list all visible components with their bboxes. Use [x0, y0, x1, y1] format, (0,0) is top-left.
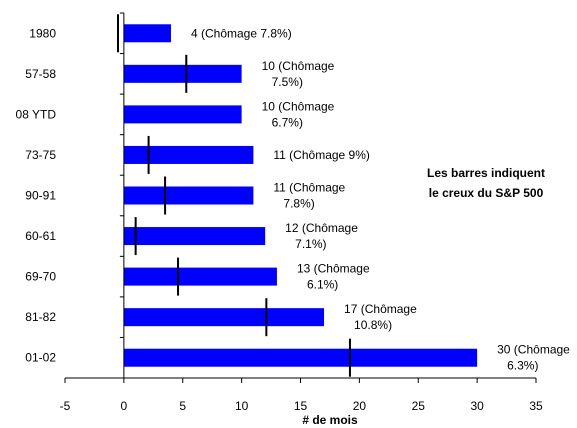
- bar-value-label: 11 (Chômage 9%): [273, 148, 370, 162]
- bar-value-label: 10 (Chômage: [262, 59, 335, 73]
- bar-value-label: 6.1%): [307, 278, 338, 292]
- x-tick-label: 5: [179, 399, 186, 413]
- bar-value-label: 7.8%): [283, 197, 314, 211]
- bar-value-label: 6.3%): [507, 359, 538, 373]
- bar-value-label: 11 (Chômage: [273, 181, 345, 195]
- bar-08 YTD: [123, 105, 242, 124]
- category-label: 08 YTD: [16, 107, 57, 121]
- category-label: 60-61: [25, 229, 56, 243]
- x-tick-label: 25: [412, 399, 426, 413]
- bar-value-label: 7.5%): [272, 75, 303, 89]
- x-axis-title: # de mois: [302, 413, 358, 427]
- category-label: 90-91: [25, 189, 56, 203]
- bar-value-label: 17 (Chômage: [344, 302, 417, 316]
- category-label: 57-58: [25, 67, 56, 81]
- bar-69-70: [123, 267, 277, 286]
- bar-01-02: [123, 348, 478, 367]
- plot-area: 1980 4 (Chômage 7.8%) 57-58 10 (Chômage 7.5%…: [16, 12, 570, 413]
- bar-value-label: 10 (Chômage: [262, 99, 335, 113]
- x-tick-label: 20: [353, 399, 367, 413]
- bar-60-61: [123, 227, 266, 246]
- bar-value-label: 30 (Chômage: [497, 343, 570, 357]
- bar-value-label: 13 (Chômage: [297, 262, 370, 276]
- annotation-line-2: le creux du S&P 500: [429, 186, 544, 200]
- category-label: 73-75: [25, 148, 56, 162]
- x-tick-label: 35: [529, 399, 543, 413]
- category-label: 69-70: [25, 270, 56, 284]
- bar-value-label: 6.7%): [272, 115, 303, 129]
- bar-value-label: 12 (Chômage: [285, 221, 358, 235]
- annotation-line-1: Les barres indiquent: [427, 166, 545, 180]
- bar-90-91: [123, 186, 254, 205]
- x-tick-label: 10: [235, 399, 249, 413]
- bar-57-58: [123, 64, 242, 83]
- bar-value-label: 10.8%): [354, 318, 392, 332]
- category-label: 1980: [29, 26, 56, 40]
- bar-value-label: 4 (Chômage 7.8%): [191, 26, 292, 40]
- category-label: 81-82: [25, 310, 56, 324]
- x-tick-label: 15: [294, 399, 308, 413]
- x-tick-label: 30: [470, 399, 484, 413]
- category-label: 01-02: [25, 351, 56, 365]
- x-tick-label: 0: [121, 399, 128, 413]
- x-tick-label: -5: [60, 399, 71, 413]
- bar-81-82: [123, 308, 325, 327]
- annotation-note: Les barres indiquent le creux du S&P 500: [427, 166, 545, 200]
- bar-1980: [123, 24, 171, 43]
- bar-73-75: [123, 145, 254, 164]
- bar-value-label: 7.1%): [295, 237, 326, 251]
